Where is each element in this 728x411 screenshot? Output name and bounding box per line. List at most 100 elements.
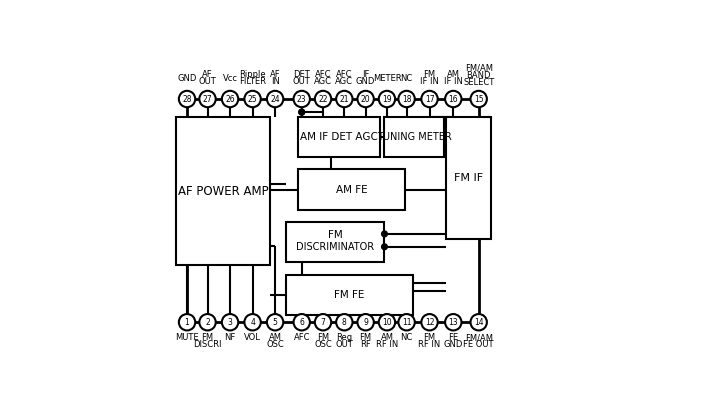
Text: RF IN: RF IN	[376, 340, 398, 349]
Circle shape	[199, 314, 215, 330]
Text: GND: GND	[443, 340, 463, 349]
Text: 26: 26	[225, 95, 235, 104]
Circle shape	[398, 314, 415, 330]
Text: AM IF DET AGC: AM IF DET AGC	[301, 132, 379, 142]
Text: DISCRIMINATOR: DISCRIMINATOR	[296, 242, 374, 252]
Text: NC: NC	[400, 74, 413, 83]
Circle shape	[357, 314, 374, 330]
Text: 16: 16	[448, 95, 458, 104]
Text: 17: 17	[424, 95, 435, 104]
Text: NF: NF	[224, 333, 236, 342]
Circle shape	[314, 91, 331, 107]
Text: Vcc: Vcc	[223, 74, 237, 83]
Text: AF POWER AMP: AF POWER AMP	[178, 185, 269, 198]
Circle shape	[422, 91, 438, 107]
Text: 1: 1	[185, 318, 189, 327]
Circle shape	[336, 314, 352, 330]
Text: OUT: OUT	[199, 77, 216, 86]
Circle shape	[381, 244, 387, 249]
Text: AGC: AGC	[336, 77, 353, 86]
Circle shape	[445, 314, 462, 330]
Text: AM: AM	[269, 333, 282, 342]
Text: RF IN: RF IN	[419, 340, 440, 349]
Circle shape	[179, 91, 195, 107]
Circle shape	[336, 91, 352, 107]
Text: 18: 18	[402, 95, 411, 104]
Text: AFC: AFC	[336, 70, 352, 79]
Text: Reg: Reg	[336, 333, 352, 342]
Circle shape	[267, 314, 283, 330]
Circle shape	[299, 109, 304, 115]
Text: 19: 19	[382, 95, 392, 104]
Circle shape	[379, 91, 395, 107]
Bar	[286, 275, 414, 315]
Text: AGC: AGC	[314, 77, 332, 86]
Text: DISCRI: DISCRI	[193, 340, 222, 349]
Text: SELECT: SELECT	[463, 78, 494, 87]
Text: 21: 21	[339, 95, 349, 104]
Text: 8: 8	[342, 318, 347, 327]
Circle shape	[293, 314, 310, 330]
Text: GND: GND	[178, 74, 197, 83]
Text: 9: 9	[363, 318, 368, 327]
Text: FM/AM: FM/AM	[464, 333, 493, 342]
Bar	[298, 169, 405, 210]
Circle shape	[245, 91, 261, 107]
Text: FE: FE	[448, 333, 459, 342]
Text: 20: 20	[361, 95, 371, 104]
Text: NC: NC	[400, 333, 413, 342]
Circle shape	[199, 91, 215, 107]
Text: Ripple: Ripple	[240, 70, 266, 79]
Text: AM: AM	[447, 70, 460, 79]
Circle shape	[222, 91, 238, 107]
Text: 4: 4	[250, 318, 255, 327]
Text: 2: 2	[205, 318, 210, 327]
Text: 3: 3	[228, 318, 232, 327]
Text: 23: 23	[297, 95, 306, 104]
Text: FM IF: FM IF	[454, 173, 483, 183]
Text: FM: FM	[328, 230, 343, 240]
Text: 11: 11	[402, 318, 411, 327]
Text: MUTE: MUTE	[175, 333, 199, 342]
Text: METER: METER	[373, 74, 401, 83]
Circle shape	[398, 91, 415, 107]
Text: 13: 13	[448, 318, 458, 327]
Bar	[298, 117, 381, 157]
Text: DET: DET	[293, 70, 310, 79]
Text: AFC: AFC	[314, 70, 331, 79]
Text: BAND: BAND	[467, 71, 491, 80]
Text: FM: FM	[317, 333, 329, 342]
Text: 15: 15	[474, 95, 483, 104]
Text: GND: GND	[356, 77, 376, 86]
Circle shape	[445, 91, 462, 107]
Text: FM/AM: FM/AM	[464, 64, 493, 73]
Text: AM: AM	[381, 333, 393, 342]
Circle shape	[299, 109, 304, 115]
Circle shape	[470, 314, 487, 330]
Text: 14: 14	[474, 318, 483, 327]
Text: IF: IF	[362, 70, 369, 79]
Text: 28: 28	[182, 95, 191, 104]
Circle shape	[245, 314, 261, 330]
Circle shape	[357, 91, 374, 107]
Circle shape	[222, 314, 238, 330]
Circle shape	[422, 314, 438, 330]
Bar	[176, 118, 270, 265]
Text: 27: 27	[202, 95, 213, 104]
Text: OSC: OSC	[266, 340, 284, 349]
Text: OUT: OUT	[293, 77, 311, 86]
Text: 24: 24	[270, 95, 280, 104]
Text: OUT: OUT	[336, 340, 353, 349]
Text: 25: 25	[248, 95, 258, 104]
Circle shape	[267, 91, 283, 107]
Text: AF: AF	[270, 70, 280, 79]
Text: RF: RF	[360, 340, 371, 349]
Bar	[384, 117, 444, 157]
Text: AM FE: AM FE	[336, 185, 368, 194]
Text: FM: FM	[202, 333, 213, 342]
Text: 22: 22	[318, 95, 328, 104]
Text: 7: 7	[320, 318, 325, 327]
Circle shape	[381, 231, 387, 237]
Text: FM FE: FM FE	[334, 290, 365, 300]
Text: FILTER: FILTER	[239, 77, 266, 86]
